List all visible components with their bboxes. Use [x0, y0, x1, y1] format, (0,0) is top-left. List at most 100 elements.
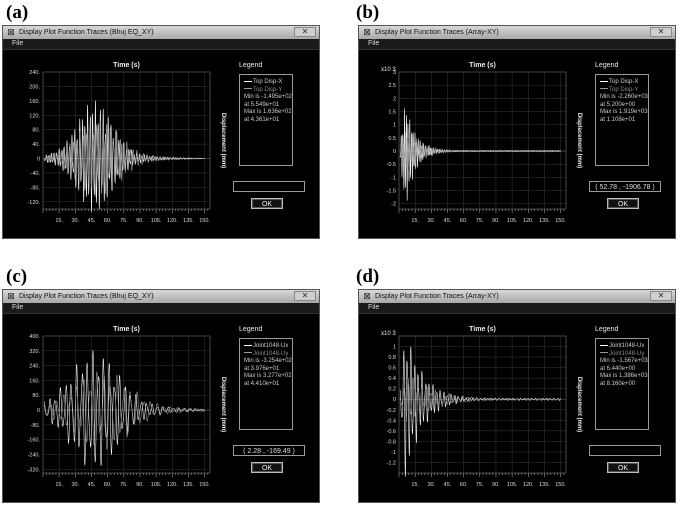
- ok-button[interactable]: OK: [607, 198, 639, 209]
- coordinate-readout: [233, 181, 305, 192]
- title-bar[interactable]: ⊠ Display Plot Function Traces (Bhuj EQ_X…: [3, 290, 319, 304]
- x-tick-label: 135.: [539, 218, 550, 224]
- menu-file[interactable]: File: [12, 40, 24, 47]
- legend-stat: Max is 1.386e+03: [600, 373, 648, 380]
- y-tick-label: -1: [391, 450, 396, 456]
- y-tick-label: -120.: [27, 200, 40, 206]
- x-tick-label: 105.: [507, 218, 518, 224]
- legend-text: at 1.108e+01: [600, 116, 636, 123]
- y-tick-label: 240.: [29, 70, 40, 76]
- title-bar[interactable]: ⊠ Display Plot Function Traces (Array-XY)…: [359, 290, 675, 304]
- x-tick-label: 75.: [120, 218, 128, 224]
- legend-text: Top Disp-Y: [609, 86, 639, 93]
- legend-text: Max is 1.636e+02: [244, 109, 292, 115]
- x-tick-label: 120.: [167, 482, 178, 488]
- legend-stat: at 4.361e+01: [244, 117, 279, 124]
- legend-stat: at 8.160e+00: [600, 381, 635, 388]
- close-button[interactable]: ✕: [650, 291, 672, 301]
- y-tick-label: -40.: [31, 171, 41, 177]
- y-tick-label: 160.: [29, 99, 40, 105]
- ok-button[interactable]: OK: [251, 462, 283, 473]
- plot-window: ⊠ Display Plot Function Traces (Array-XY)…: [358, 25, 676, 239]
- x-tick-label: 45.: [88, 482, 96, 488]
- legend-stat: at 6.440e+00: [600, 366, 635, 373]
- close-button[interactable]: ✕: [294, 27, 316, 37]
- legend-text: Joint1048-Uy: [609, 350, 645, 357]
- ok-button[interactable]: OK: [607, 462, 639, 473]
- menu-file[interactable]: File: [12, 304, 24, 311]
- y-tick-label: -0.4: [387, 418, 396, 424]
- legend-stat: Max is 1.636e+02: [244, 109, 292, 116]
- legend-entry: Joint1048-Uy: [600, 351, 644, 358]
- legend-text: Min is -1.495e+02: [244, 94, 292, 100]
- app-icon: ⊠: [363, 291, 371, 301]
- y-tick-label: 0: [37, 157, 40, 163]
- legend-stat: at 4.410e+01: [244, 381, 279, 388]
- coordinate-readout: ( 2.28 , -169.49 ): [233, 445, 305, 456]
- y-axis-title: Displacement (mm): [576, 377, 582, 432]
- legend-swatch: [600, 80, 608, 82]
- legend-text: Top Disp-Y: [253, 86, 283, 93]
- y-tick-label: 1: [393, 345, 396, 351]
- close-button[interactable]: ✕: [650, 27, 672, 37]
- x-tick-label: 120.: [167, 218, 178, 224]
- y-tick-label: 200.: [29, 84, 40, 90]
- y-tick-label: 80.: [32, 128, 40, 134]
- x-tick-label: 45.: [88, 218, 96, 224]
- title-bar[interactable]: ⊠ Display Plot Function Traces (Bhuj EQ_X…: [3, 26, 319, 40]
- coordinate-readout: ( 52.78 , -1906.78 ): [589, 181, 661, 192]
- series-line: [399, 377, 561, 423]
- x-tick-label: 90.: [136, 482, 144, 488]
- legend-text: Joint1048-Ux: [253, 343, 289, 349]
- y-tick-label: 160.: [29, 378, 40, 384]
- legend-entry: Top Disp-Y: [244, 87, 282, 94]
- legend-title: Legend: [595, 326, 619, 333]
- panel-letter: (b): [356, 2, 380, 23]
- y-tick-label: 400.: [29, 334, 40, 340]
- x-tick-label: 135.: [539, 482, 550, 488]
- x-tick-label: 45.: [444, 218, 452, 224]
- legend-text: Joint1048-Uy: [253, 350, 289, 357]
- x-tick-label: 150.: [555, 482, 566, 488]
- y-axis-title: Displacement (mm): [220, 377, 226, 432]
- legend-swatch: [600, 352, 608, 354]
- ok-label: OK: [252, 463, 282, 472]
- legend-stat: at 5.200e+00: [600, 102, 635, 109]
- legend-swatch: [244, 352, 252, 354]
- legend-stat: Max is 1.919e+03: [600, 109, 648, 116]
- trace-chart: Time (s) x10 3 Displacement (mm) 1 0.8 0.6 0.4…: [381, 326, 582, 488]
- ok-label: OK: [608, 199, 638, 208]
- y-tick-label: -0.8: [387, 439, 396, 445]
- x-tick-label: 15.: [55, 218, 63, 224]
- menu-file[interactable]: File: [368, 304, 380, 311]
- y-axis-title: Displacement (mm): [576, 113, 582, 168]
- legend-box: Top Disp-X Top Disp-Y Min is -2.260e+03 at …: [595, 74, 649, 166]
- legend-text: Top Disp-X: [609, 79, 639, 85]
- legend-text: at 4.361e+01: [244, 116, 280, 123]
- y-tick-label: 40.: [32, 142, 40, 148]
- ok-button[interactable]: OK: [251, 198, 283, 209]
- legend-title: Legend: [239, 62, 263, 69]
- y-tick-label: -0.2: [387, 408, 396, 414]
- legend-stat: Min is -1.567e+03: [600, 358, 648, 365]
- menu-file[interactable]: File: [368, 40, 380, 47]
- x-tick-label: 150.: [555, 218, 566, 224]
- y-axis-title: Displacement (mm): [220, 113, 226, 168]
- x-tick-label: 30.: [71, 482, 79, 488]
- legend-text: Max is 1.919e+03: [600, 109, 648, 115]
- legend-swatch: [244, 344, 252, 346]
- title-bar[interactable]: ⊠ Display Plot Function Traces (Array-XY)…: [359, 26, 675, 40]
- close-button[interactable]: ✕: [294, 291, 316, 301]
- x-tick-label: 75.: [476, 482, 484, 488]
- legend-text: at 8.160e+00: [600, 380, 636, 387]
- legend-swatch: [244, 80, 252, 82]
- x-tick-label: 90.: [492, 482, 500, 488]
- y-tick-label: 0: [393, 397, 396, 403]
- legend-title: Legend: [239, 326, 263, 333]
- x-tick-label: 15.: [411, 482, 419, 488]
- x-tick-label: 30.: [427, 218, 435, 224]
- y-tick-label: -160.: [27, 438, 40, 444]
- menu-bar: File: [359, 39, 675, 50]
- menu-bar: File: [3, 303, 319, 314]
- x-tick-label: 15.: [55, 482, 63, 488]
